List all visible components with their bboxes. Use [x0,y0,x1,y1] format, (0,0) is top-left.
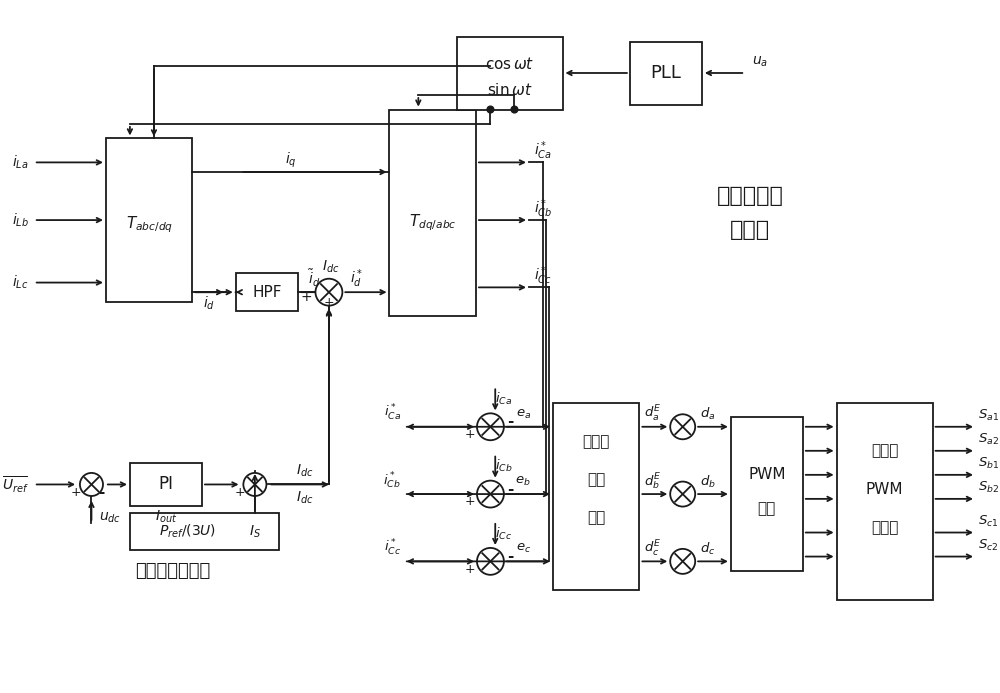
Text: $d_a$: $d_a$ [700,406,715,422]
Text: $i_{Cc}$: $i_{Cc}$ [495,525,512,541]
Text: $I_{dc}$: $I_{dc}$ [322,259,340,275]
Text: $S_{a2}$: $S_{a2}$ [978,432,999,447]
Text: $i_{Cc}^*$: $i_{Cc}^*$ [384,538,401,558]
Circle shape [670,482,695,507]
Text: $e_b$: $e_b$ [515,475,531,488]
Bar [389,109,476,316]
Text: $i_{Ca}^*$: $i_{Ca}^*$ [534,139,552,162]
Text: PWM: PWM [748,467,786,482]
Text: +: + [464,428,475,441]
Text: $i_{Lc}$: $i_{Lc}$ [12,274,29,291]
Bar [553,403,639,590]
Text: $S_{b2}$: $S_{b2}$ [978,480,999,495]
Text: $e_c$: $e_c$ [516,543,531,555]
Circle shape [511,106,518,113]
Text: 直流侧电压控制: 直流侧电压控制 [136,562,211,580]
Text: $u_a$: $u_a$ [752,54,768,69]
Text: +: + [234,486,245,499]
Text: 整流器: 整流器 [871,520,898,535]
Bar [130,464,202,506]
Text: 制器: 制器 [587,511,605,525]
Bar [236,273,298,311]
Text: $T_{dq/abc}$: $T_{dq/abc}$ [409,212,456,233]
Text: $T_{abc/dq}$: $T_{abc/dq}$ [126,215,173,235]
Text: $I_{dc}$: $I_{dc}$ [296,490,314,506]
Text: $d_c$: $d_c$ [700,541,715,557]
Text: -: - [507,414,513,430]
Circle shape [670,414,695,439]
Text: $I_{dc}$: $I_{dc}$ [296,463,314,479]
Text: $i_{Cb}^*$: $i_{Cb}^*$ [383,471,401,491]
Text: $\tilde{i}_d$: $\tilde{i}_d$ [308,268,321,289]
Text: $I_{out}$: $I_{out}$ [155,509,177,525]
Text: PI: PI [158,475,173,493]
Text: 三电平: 三电平 [871,444,898,458]
Text: +: + [464,495,475,508]
Circle shape [477,413,504,440]
Text: 电流迭: 电流迭 [582,434,610,448]
Text: HPF: HPF [252,285,282,299]
Circle shape [670,549,695,574]
Text: +: + [464,563,475,576]
Text: +: + [71,486,81,499]
Bar [731,417,803,571]
Text: $i_{La}$: $i_{La}$ [12,154,29,171]
Text: $i_{Cb}^*$: $i_{Cb}^*$ [534,198,552,220]
Text: 调制: 调制 [758,501,776,516]
Circle shape [477,481,504,507]
Text: $i_{Cc}^*$: $i_{Cc}^*$ [534,265,552,287]
Circle shape [80,473,103,496]
Text: -: - [507,549,513,564]
Text: $i_d^*$: $i_d^*$ [350,267,363,290]
Bar [130,514,279,550]
Text: $I_S$: $I_S$ [249,523,261,540]
Text: PLL: PLL [650,64,681,82]
Text: $S_{c2}$: $S_{c2}$ [978,538,998,552]
Text: $i_{Lb}$: $i_{Lb}$ [12,211,29,229]
Text: $d_a^E$: $d_a^E$ [644,404,661,424]
Text: $i_d$: $i_d$ [203,295,215,313]
Text: $i_{Ca}$: $i_{Ca}$ [495,391,512,407]
Text: $S_{a1}$: $S_{a1}$ [978,407,999,423]
Text: $P_{ref}/(3U)$: $P_{ref}/(3U)$ [159,523,216,541]
Text: $i_q$: $i_q$ [285,151,297,170]
Text: $\cos\omega t$: $\cos\omega t$ [485,56,534,72]
Text: $S_{b1}$: $S_{b1}$ [978,456,999,471]
Text: -: - [98,484,104,500]
Circle shape [477,548,504,574]
Text: $u_{dc}$: $u_{dc}$ [99,511,121,525]
Text: $d_b$: $d_b$ [700,473,716,490]
Bar [630,42,702,105]
Text: $\overline{U_{ref}}$: $\overline{U_{ref}}$ [2,474,29,495]
Text: $d_c^E$: $d_c^E$ [644,539,661,559]
Text: $i_{Ca}^*$: $i_{Ca}^*$ [384,403,401,423]
Text: $i_{Cb}$: $i_{Cb}$ [495,458,513,474]
Text: $e_a$: $e_a$ [516,407,531,421]
Text: -: - [507,482,513,497]
Circle shape [243,473,266,496]
Text: 代控: 代控 [587,472,605,487]
Text: 号获取: 号获取 [730,220,770,240]
Text: $\sin\omega t$: $\sin\omega t$ [487,82,532,98]
Bar [837,403,933,600]
Text: $d_b^E$: $d_b^E$ [644,471,661,492]
Text: PWM: PWM [866,482,903,497]
Text: +: + [324,297,334,310]
Circle shape [315,279,342,306]
Text: $S_{c1}$: $S_{c1}$ [978,514,998,529]
Bar [457,37,563,109]
Bar [106,139,192,301]
Circle shape [487,106,494,113]
Text: 电流参考信: 电流参考信 [717,186,783,206]
Text: +: + [301,290,313,304]
